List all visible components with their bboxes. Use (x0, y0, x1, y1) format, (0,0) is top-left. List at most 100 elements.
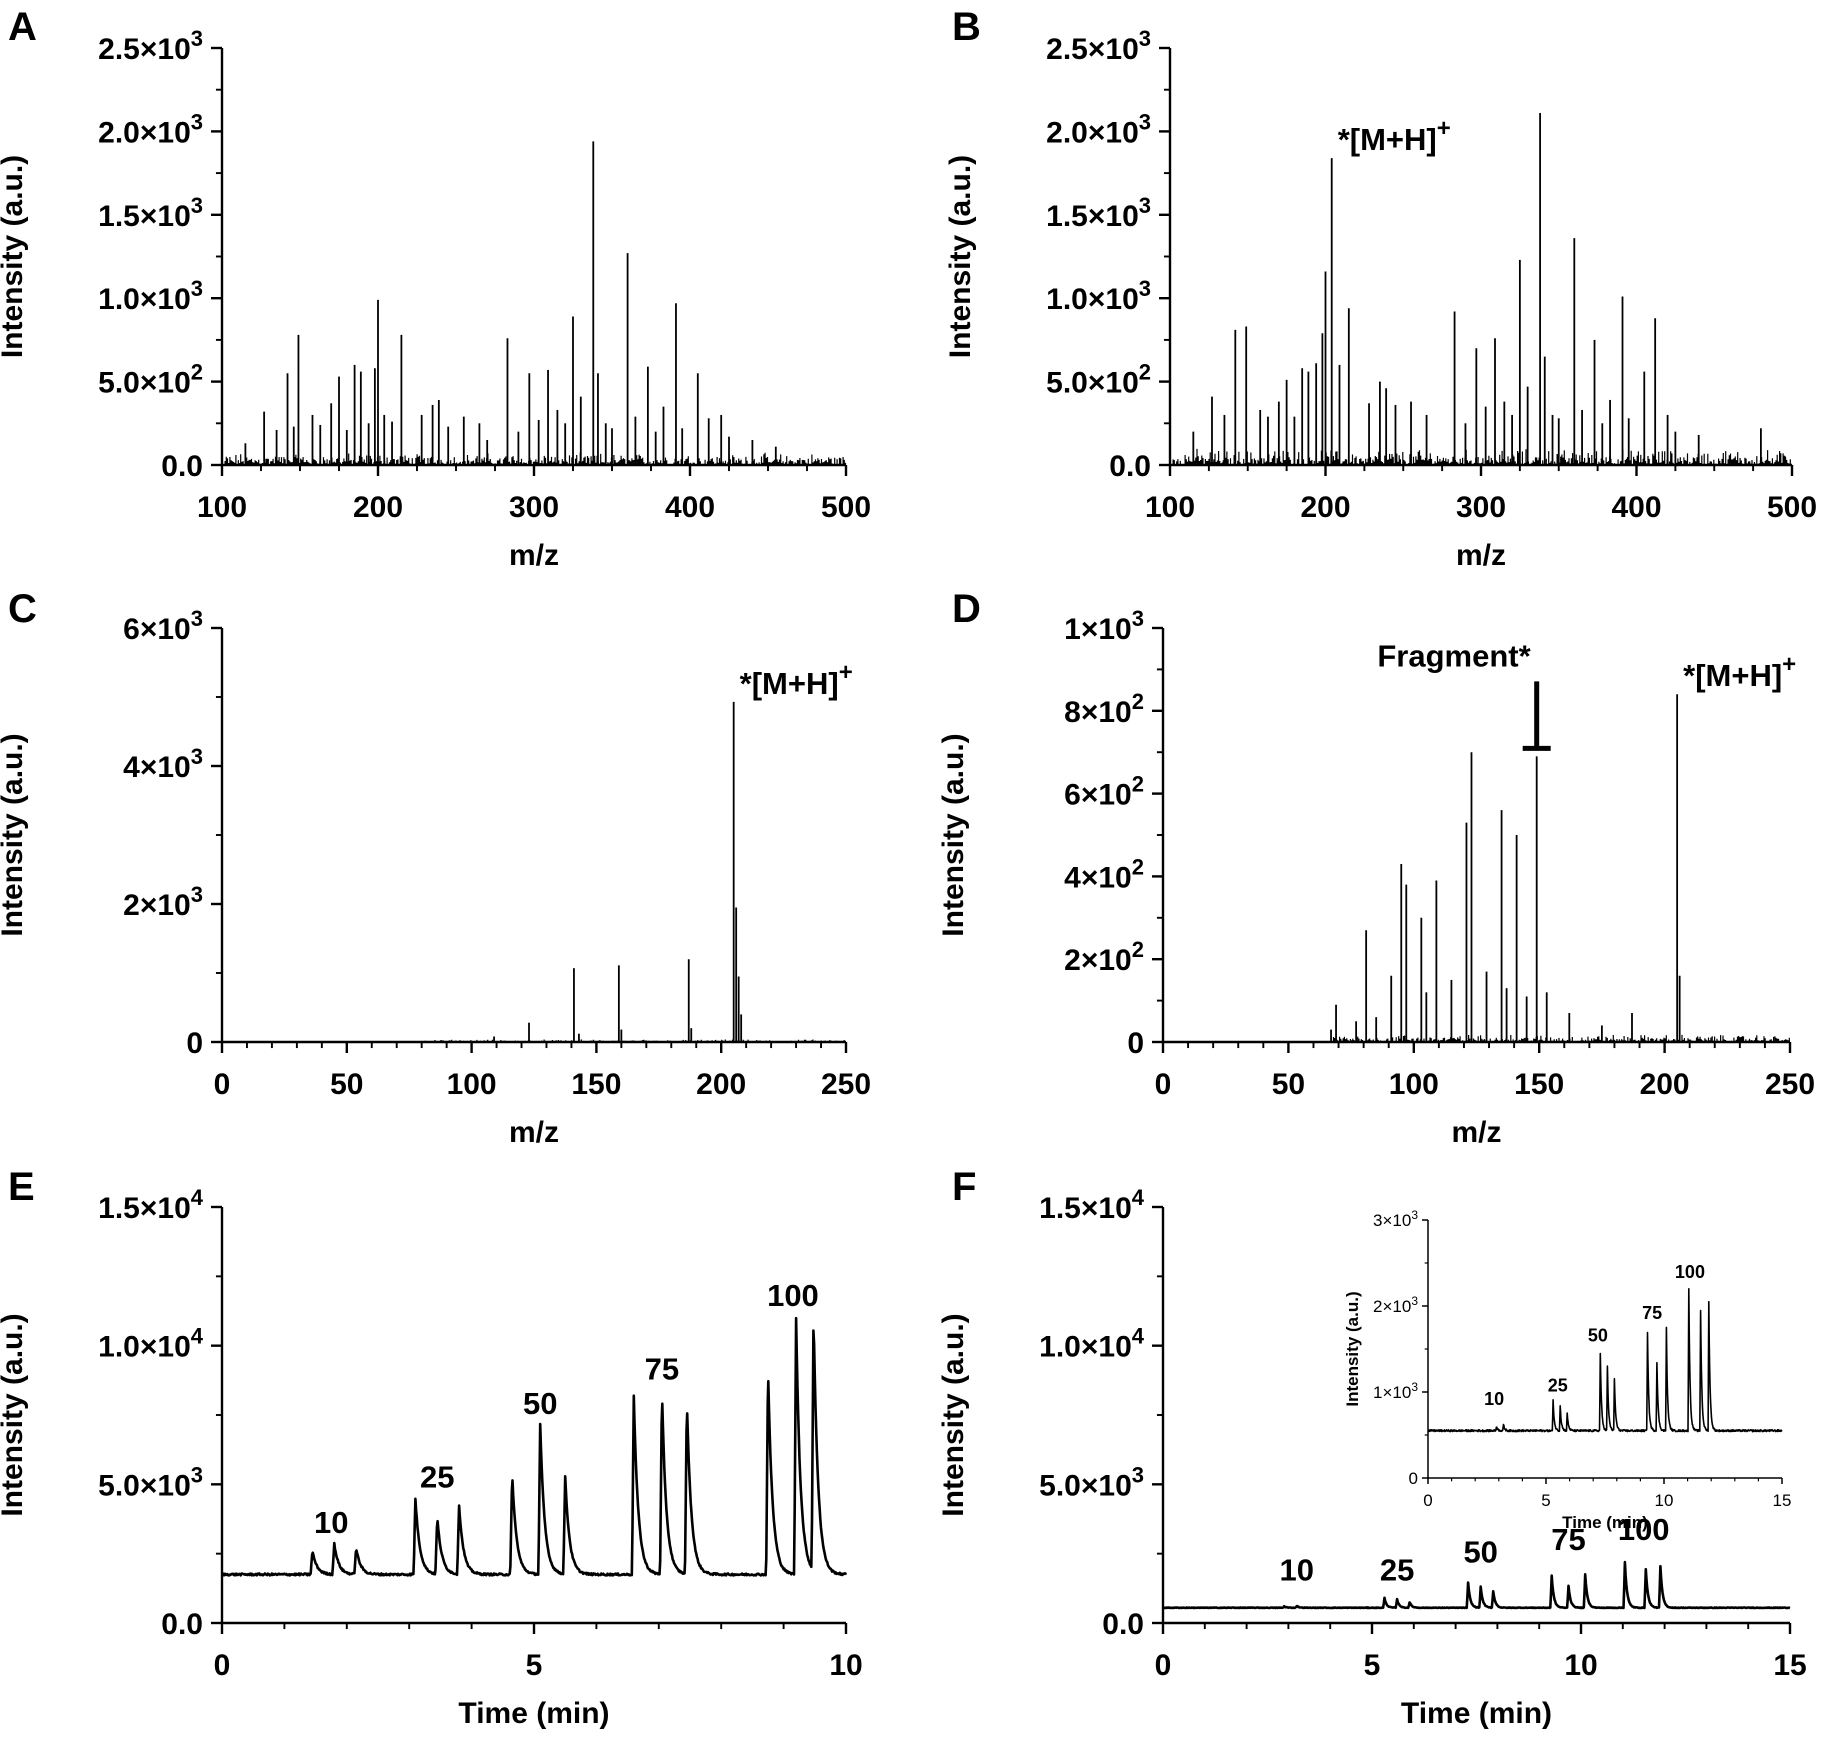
panel-B-y-title: Intensity (a.u.) (944, 155, 977, 358)
ion-label: *[M+H]+ (740, 659, 853, 701)
panel-letter: C (8, 587, 37, 631)
panel-F-xtick-label: 0 (1155, 1649, 1172, 1682)
panel-B-xtick-label: 300 (1456, 491, 1506, 524)
panel-F-xtick-label: 15 (1773, 1649, 1806, 1682)
panel-F-x-title: Time (min) (1401, 1697, 1552, 1730)
panel-B-xtick-label: 400 (1611, 491, 1661, 524)
chromatogram-trace (221, 1316, 848, 1577)
concentration-label: 100 (767, 1278, 819, 1313)
panel-E: E 0.0 5.0×103 1.0×104 1.5×104 0 5 10 Time (min) I… (0, 1165, 863, 1730)
panel-C-xtick-label: 150 (571, 1068, 621, 1101)
fragment-label: Fragment* (1377, 638, 1531, 673)
inset-xtick-label: 5 (1541, 1491, 1550, 1510)
inset-x-title: Time (min) (1562, 1513, 1648, 1532)
panel-D-xtick-label: 150 (1514, 1068, 1564, 1101)
panel-B-ytick-label: 2.0×103 (1046, 109, 1151, 149)
spectrum-noise (421, 1039, 846, 1042)
panel-letter: F (952, 1165, 976, 1209)
inset-ytick-label: 2×103 (1373, 1294, 1418, 1316)
inset-chart: 0 1×103 2×103 3×103 0 5 10 15 Time (min) Intensit… (1343, 1208, 1791, 1532)
panel-E-xtick-label: 5 (526, 1649, 543, 1682)
concentration-label: 75 (1551, 1522, 1585, 1557)
panel-A-x-title: m/z (509, 539, 559, 572)
panel-A-ytick-label: 1.0×103 (98, 276, 203, 316)
panel-letter: D (952, 587, 981, 631)
panel-C-xtick-label: 100 (447, 1068, 497, 1101)
panel-D-x-title: m/z (1451, 1116, 1501, 1149)
panel-A-ytick-label: 0.0 (161, 450, 203, 483)
panel-B-xtick-label: 500 (1767, 491, 1817, 524)
panel-C-ytick-label: 6×103 (123, 606, 203, 646)
inset-y-title: Intensity (a.u.) (1343, 1291, 1362, 1406)
panel-B-xtick-label: 200 (1300, 491, 1350, 524)
panel-A-xtick-label: 200 (353, 491, 403, 524)
ion-label: *[M+H]+ (1338, 115, 1451, 157)
panel-B-ytick-label: 1.0×103 (1046, 276, 1151, 316)
panel-A-ytick-label: 2.0×103 (98, 109, 203, 149)
inset-ytick-label: 0 (1409, 1469, 1418, 1488)
chromatogram-trace (1162, 1560, 1791, 1610)
panel-C-xtick-label: 50 (330, 1068, 363, 1101)
concentration-label: 50 (523, 1386, 557, 1421)
panel-C-ytick-label: 2×103 (123, 882, 203, 922)
panel-A-xtick-label: 500 (821, 491, 871, 524)
panel-E-ytick-label: 5.0×103 (98, 1462, 203, 1502)
panel-D-ytick-label: 4×102 (1064, 854, 1144, 894)
panel-A-ytick-label: 5.0×102 (98, 360, 203, 400)
panel-C-x-title: m/z (509, 1116, 559, 1149)
panel-C-xtick-label: 0 (214, 1068, 231, 1101)
panel-A-y-title: Intensity (a.u.) (0, 155, 29, 358)
panel-A: A 0.0 5.0×102 1.0×103 1.5×103 2.0×103 2.5×103 1… (0, 5, 871, 572)
panel-F-ytick-label: 1.0×104 (1039, 1324, 1145, 1364)
panel-C-xtick-label: 250 (821, 1068, 871, 1101)
panel-F-xtick-label: 10 (1564, 1649, 1597, 1682)
panel-B-xtick-label: 100 (1145, 491, 1195, 524)
panel-F-y-title: Intensity (a.u.) (937, 1313, 970, 1516)
panel-E-ytick-label: 1.0×104 (98, 1324, 204, 1364)
panel-B-ytick-label: 2.5×103 (1046, 26, 1151, 66)
panel-F-ytick-label: 0.0 (1102, 1608, 1144, 1641)
panel-letter: E (8, 1165, 35, 1209)
inset-concentration-label: 10 (1484, 1389, 1504, 1409)
panel-D: D 0 2×102 4×102 6×102 8×102 1×103 0 50 100 150 200 2… (937, 587, 1815, 1149)
panel-E-ytick-label: 0.0 (161, 1608, 203, 1641)
concentration-label: 10 (1280, 1552, 1314, 1587)
panel-D-y-title: Intensity (a.u.) (937, 733, 970, 936)
inset-xtick-label: 10 (1655, 1491, 1674, 1510)
inset-concentration-label: 100 (1675, 1262, 1705, 1282)
concentration-label: 25 (1380, 1552, 1414, 1587)
concentration-label: 10 (314, 1505, 348, 1540)
inset-xtick-label: 15 (1773, 1491, 1792, 1510)
panel-F-ytick-label: 1.5×104 (1039, 1185, 1145, 1225)
concentration-label: 75 (645, 1351, 679, 1386)
panel-D-ytick-label: 2×102 (1064, 937, 1144, 977)
panel-E-xtick-label: 0 (214, 1649, 231, 1682)
panel-F-ytick-label: 5.0×103 (1039, 1462, 1144, 1502)
panel-D-ytick-label: 1×103 (1064, 606, 1144, 646)
inset-concentration-label: 75 (1642, 1303, 1662, 1323)
panel-D-xtick-label: 50 (1272, 1068, 1305, 1101)
panel-B-ytick-label: 0.0 (1109, 450, 1151, 483)
panel-B-ytick-label: 5.0×102 (1046, 360, 1151, 400)
spectrum-noise (1172, 448, 1793, 465)
panel-A-xtick-label: 300 (509, 491, 559, 524)
panel-F-xtick-label: 5 (1364, 1649, 1381, 1682)
panel-E-y-title: Intensity (a.u.) (0, 1313, 29, 1516)
panel-A-ytick-label: 2.5×103 (98, 26, 203, 66)
inset-ytick-label: 3×103 (1373, 1208, 1418, 1230)
panel-A-ytick-label: 1.5×103 (98, 193, 203, 233)
panel-D-ytick-label: 6×102 (1064, 772, 1144, 812)
inset-concentration-label: 50 (1588, 1326, 1608, 1346)
inset-xtick-label: 0 (1423, 1491, 1432, 1510)
panel-E-x-title: Time (min) (458, 1697, 609, 1730)
panel-F: F 0.0 5.0×103 1.0×104 1.5×104 0 5 10 15 Time (min… (937, 1165, 1807, 1730)
panel-letter: A (8, 5, 37, 49)
concentration-label: 25 (420, 1459, 454, 1494)
panel-A-xtick-label: 100 (197, 491, 247, 524)
panel-D-ytick-label: 0 (1127, 1027, 1144, 1060)
panel-D-xtick-label: 250 (1765, 1068, 1815, 1101)
panel-C-ytick-label: 0 (186, 1027, 203, 1060)
panel-B-ytick-label: 1.5×103 (1046, 193, 1151, 233)
panel-A-xtick-label: 400 (665, 491, 715, 524)
